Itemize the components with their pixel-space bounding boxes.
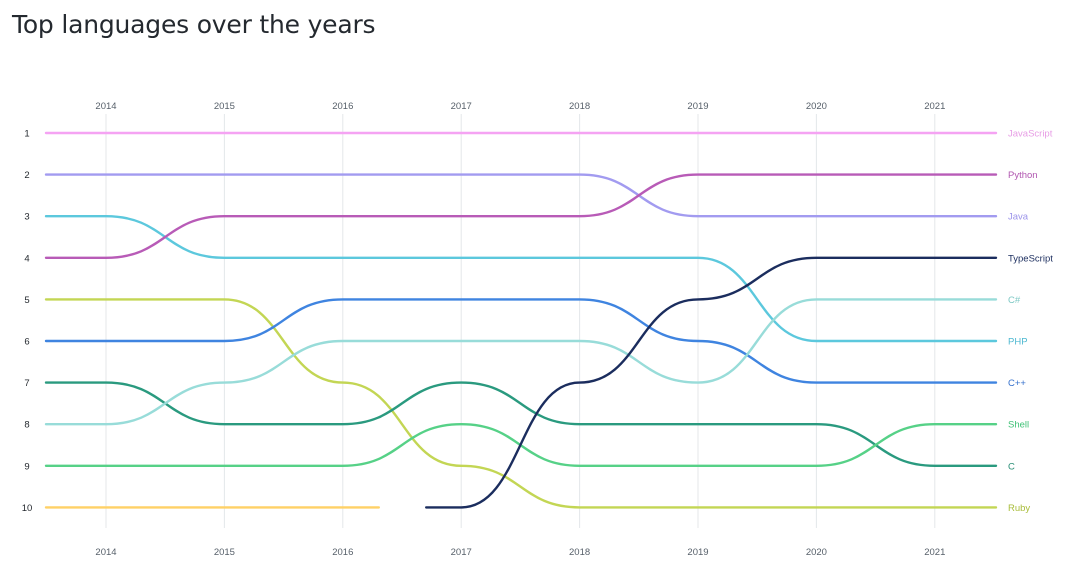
x-tick-top-2021: 2021 <box>924 101 945 112</box>
series-line-cpp <box>44 298 998 384</box>
rank-label-1: 1 <box>24 129 29 140</box>
x-tick-top-2017: 2017 <box>451 101 472 112</box>
series-label-ruby: Ruby <box>1008 503 1030 514</box>
rank-label-4: 4 <box>24 253 29 264</box>
chart-title: Top languages over the years <box>12 10 376 39</box>
series-line-typescript <box>425 256 998 509</box>
rank-label-8: 8 <box>24 420 29 431</box>
series-label-typescript: TypeScript <box>1008 253 1053 264</box>
series-label-java: Java <box>1008 212 1029 223</box>
rank-label-5: 5 <box>24 295 29 306</box>
x-tick-top-2019: 2019 <box>687 101 708 112</box>
x-tick-bottom-2019: 2019 <box>687 547 708 558</box>
x-tick-bottom-2014: 2014 <box>95 547 116 558</box>
rank-label-10: 10 <box>22 503 33 514</box>
series-line-python <box>44 173 998 259</box>
rank-label-7: 7 <box>24 378 29 389</box>
x-tick-bottom-2018: 2018 <box>569 547 590 558</box>
x-tick-top-2018: 2018 <box>569 101 590 112</box>
series-lines <box>44 131 998 509</box>
series-label-python: Python <box>1008 170 1038 181</box>
series-label-cpp: C++ <box>1008 378 1026 389</box>
series-label-php: PHP <box>1008 337 1028 348</box>
series-line-c-sharp <box>44 298 998 426</box>
rank-label-3: 3 <box>24 212 29 223</box>
series-line-c <box>44 381 998 467</box>
axis-labels: 2014 2014 2015 2015 2016 2016 2017 2017 2018 2018… <box>22 101 1054 558</box>
x-tick-bottom-2015: 2015 <box>214 547 235 558</box>
series-label-c: C <box>1008 461 1015 472</box>
series-line-java <box>44 173 998 218</box>
rank-label-6: 6 <box>24 337 29 348</box>
x-tick-bottom-2020: 2020 <box>806 547 827 558</box>
x-tick-bottom-2021: 2021 <box>924 547 945 558</box>
x-tick-top-2020: 2020 <box>806 101 827 112</box>
series-label-shell: Shell <box>1008 420 1029 431</box>
x-tick-bottom-2016: 2016 <box>332 547 353 558</box>
x-tick-top-2015: 2015 <box>214 101 235 112</box>
x-tick-bottom-2017: 2017 <box>451 547 472 558</box>
grid-layer <box>105 114 936 528</box>
x-tick-top-2014: 2014 <box>95 101 116 112</box>
series-label-c-sharp: C# <box>1008 295 1021 306</box>
series-label-javascript: JavaScript <box>1008 129 1053 140</box>
rank-label-9: 9 <box>24 461 29 472</box>
series-line-php <box>44 215 998 343</box>
series-line-ruby <box>44 298 998 509</box>
rank-label-2: 2 <box>24 170 29 181</box>
x-tick-top-2016: 2016 <box>332 101 353 112</box>
